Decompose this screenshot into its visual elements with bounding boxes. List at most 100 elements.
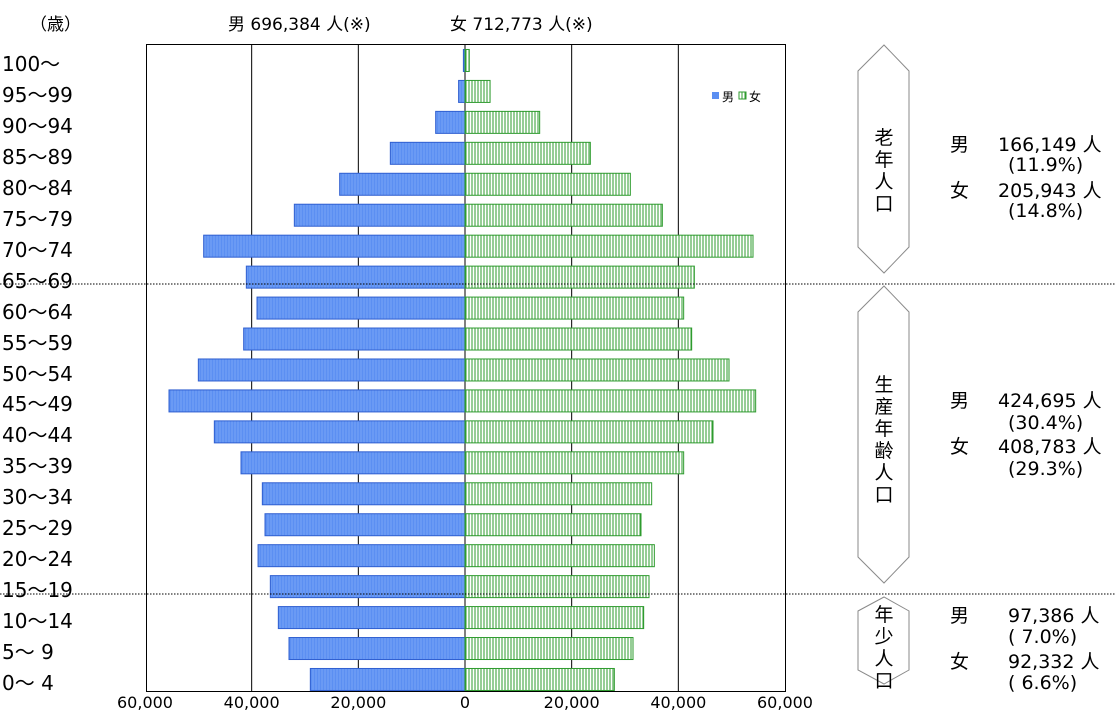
legend-swatch-male bbox=[712, 92, 719, 99]
bracket-young bbox=[857, 596, 910, 685]
age-label: 60～64 bbox=[2, 299, 73, 324]
bar-female bbox=[464, 141, 591, 165]
bar-male bbox=[277, 606, 466, 630]
age-label: 95～99 bbox=[2, 82, 73, 107]
female-mark: 女 bbox=[950, 651, 970, 673]
bar-male bbox=[197, 358, 466, 382]
bar-female bbox=[464, 667, 615, 691]
elderly-female-count: 205,943 人 bbox=[998, 180, 1102, 202]
bar-male bbox=[203, 234, 466, 258]
bar-male bbox=[168, 389, 466, 413]
x-tick-label: 20,000 bbox=[543, 693, 600, 712]
elderly-male-count: 166,149 人 bbox=[998, 134, 1102, 156]
age-label: 55～59 bbox=[2, 330, 73, 355]
male-mark: 男 bbox=[950, 605, 970, 627]
age-label: 30～34 bbox=[2, 485, 73, 510]
bar-male bbox=[389, 141, 466, 165]
bar-female bbox=[464, 358, 730, 382]
legend-label-male: 男 bbox=[722, 90, 734, 104]
x-tick-label: 60,000 bbox=[117, 693, 173, 712]
bars-group bbox=[168, 48, 757, 691]
working-female-pct: (29.3%) bbox=[1008, 458, 1084, 480]
group-title-working: 生産年齢人口 bbox=[874, 374, 894, 506]
bar-female bbox=[464, 420, 714, 444]
bar-male bbox=[243, 327, 466, 351]
age-label: 25～29 bbox=[2, 516, 73, 541]
young-female-count: 92,332 人 bbox=[1008, 651, 1100, 673]
plot-area bbox=[146, 44, 786, 692]
young-male-count: 97,386 人 bbox=[1008, 605, 1100, 627]
bar-male bbox=[240, 451, 466, 475]
bar-male bbox=[213, 420, 466, 444]
bar-male bbox=[339, 172, 466, 196]
bar-female bbox=[464, 637, 634, 661]
female-total: 女 712,773 人(※) bbox=[450, 15, 593, 35]
age-label: 10～14 bbox=[2, 609, 73, 634]
group-title-elderly: 老年人口 bbox=[874, 127, 894, 215]
bar-female bbox=[464, 389, 757, 413]
age-label: 40～44 bbox=[2, 423, 73, 448]
x-tick-label: 0 bbox=[459, 693, 471, 712]
male-mark: 男 bbox=[950, 390, 970, 412]
bar-male bbox=[309, 667, 466, 691]
bar-male bbox=[261, 482, 466, 506]
legend: 男 女 bbox=[712, 89, 761, 104]
age-label: 50～54 bbox=[2, 361, 73, 386]
bar-female bbox=[464, 296, 685, 320]
bar-female bbox=[464, 544, 655, 568]
bar-female bbox=[464, 203, 663, 227]
working-female-count: 408,783 人 bbox=[998, 436, 1102, 458]
x-tick-label: 40,000 bbox=[650, 693, 707, 712]
legend-label-female: 女 bbox=[749, 89, 761, 104]
bar-male bbox=[458, 79, 466, 103]
working-male-pct: (30.4%) bbox=[1008, 412, 1084, 434]
bar-female bbox=[464, 327, 693, 351]
bar-male bbox=[256, 296, 466, 320]
young-male-pct: ( 7.0%) bbox=[1008, 626, 1078, 648]
bar-male bbox=[264, 513, 466, 537]
bar-male bbox=[435, 110, 466, 134]
female-mark: 女 bbox=[950, 180, 970, 202]
age-label: 75～79 bbox=[2, 206, 73, 231]
age-label: 35～39 bbox=[2, 454, 73, 479]
age-label: 90～94 bbox=[2, 113, 73, 138]
x-tick-label: 60,000 bbox=[757, 693, 813, 712]
age-label: 45～49 bbox=[2, 392, 73, 417]
bar-female bbox=[464, 482, 653, 506]
age-label: 70～74 bbox=[2, 237, 73, 262]
bar-male bbox=[257, 544, 466, 568]
male-total: 男 696,384 人(※) bbox=[228, 15, 371, 35]
age-label: 80～84 bbox=[2, 175, 73, 200]
bar-male bbox=[288, 637, 466, 661]
bar-female bbox=[464, 48, 470, 72]
group-title-young: 年少人口 bbox=[874, 604, 894, 692]
age-label: 100～ bbox=[2, 52, 61, 76]
age-label: 85～89 bbox=[2, 144, 73, 169]
age-label: 65～69 bbox=[2, 268, 73, 293]
bar-female bbox=[464, 265, 695, 289]
unit-label: （歳） bbox=[30, 15, 81, 35]
bar-female bbox=[464, 575, 650, 599]
bar-female bbox=[464, 451, 685, 475]
age-label: 0～ 4 bbox=[2, 671, 54, 695]
bracket-elderly bbox=[857, 44, 910, 274]
bar-female bbox=[464, 110, 541, 134]
x-tick-label: 40,000 bbox=[223, 693, 280, 712]
elderly-male-pct: (11.9%) bbox=[1008, 154, 1084, 176]
x-tick-label: 20,000 bbox=[330, 693, 387, 712]
elderly-female-pct: (14.8%) bbox=[1008, 200, 1084, 222]
age-label: 20～24 bbox=[2, 547, 73, 572]
bar-male bbox=[293, 203, 466, 227]
young-female-pct: ( 6.6%) bbox=[1008, 672, 1078, 694]
female-mark: 女 bbox=[950, 436, 970, 458]
working-male-count: 424,695 人 bbox=[998, 390, 1102, 412]
bar-female bbox=[464, 606, 645, 630]
bar-female bbox=[464, 79, 491, 103]
age-label: 15～19 bbox=[2, 578, 73, 603]
male-mark: 男 bbox=[950, 134, 970, 156]
bar-female bbox=[464, 234, 754, 258]
bracket-working bbox=[857, 285, 910, 584]
age-label: 5～ 9 bbox=[2, 640, 54, 665]
bar-female bbox=[464, 172, 631, 196]
legend-swatch-female bbox=[738, 91, 747, 100]
